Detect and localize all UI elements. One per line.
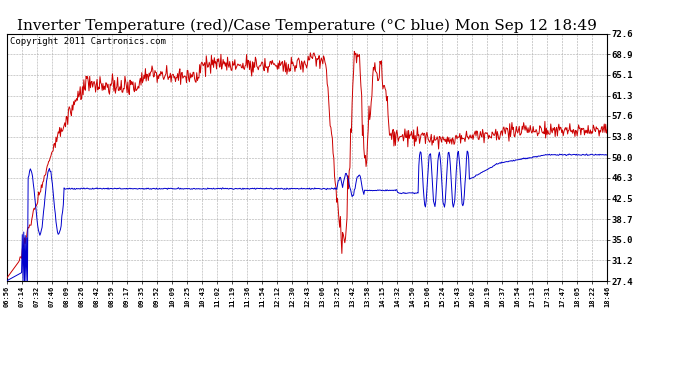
Text: Copyright 2011 Cartronics.com: Copyright 2011 Cartronics.com (10, 38, 166, 46)
Title: Inverter Temperature (red)/Case Temperature (°C blue) Mon Sep 12 18:49: Inverter Temperature (red)/Case Temperat… (17, 18, 597, 33)
